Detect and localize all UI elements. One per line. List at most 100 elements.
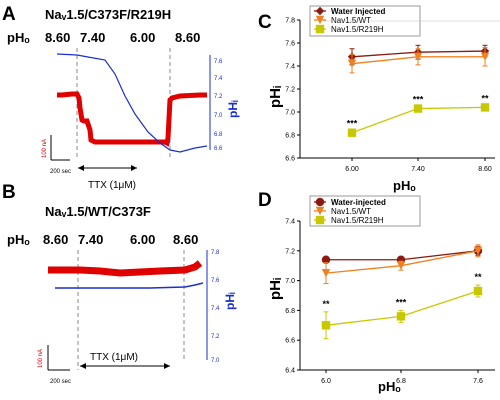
panel-d-significance-label: ** — [474, 272, 482, 282]
panel-c-data-point — [413, 104, 423, 113]
panel-c-y-tick-label: 6.6 — [285, 156, 295, 163]
panel-d-y-tick-label: 6.8 — [285, 308, 295, 315]
panel-a-right-tick-2: 7.4 — [214, 76, 223, 82]
panel-d-ylabel: pHᵢ — [267, 278, 284, 300]
panel-b-red-trace — [48, 260, 203, 277]
panel-d-legend-label: Nav1.5/WT — [331, 207, 371, 216]
panel-d-x-tick-label: 6.8 — [396, 378, 406, 385]
panel-c-data-point — [347, 128, 357, 137]
panel-d-legend-marker — [315, 215, 325, 225]
panel-a-right-tick-3: 7.2 — [214, 94, 223, 100]
panel-a-blue-trace — [56, 53, 208, 153]
panel-a-ttx-label: TTX (1μM) — [88, 180, 136, 191]
panel-c-significance-label: *** — [413, 94, 424, 104]
panel-a-ph-step-1: 8.60 — [45, 30, 70, 45]
panel-d-y-tick-label: 6.4 — [285, 368, 295, 375]
panel-a-ph-step-2: 7.40 — [80, 30, 105, 45]
panel-b-ph-step-2: 7.40 — [78, 232, 103, 247]
panel-a: A Naᵥ1.5/C373F/R219H pHₒ 8.60 7.40 6.00 … — [2, 4, 240, 191]
panel-c-axes: 6.6 6.8 7.0 7.2 7.4 7.6 7.8 6.00 7.40 8.60 — [285, 18, 495, 173]
panel-b-right-tick-1: 7.8 — [211, 250, 220, 256]
panel-c-legend-label: Water Injected — [331, 7, 385, 16]
panel-a-scalebar-time: 200 sec — [50, 169, 71, 175]
panel-a-ttx-arrowheads — [78, 165, 137, 171]
panel-b-scalebar-amplitude: 100 nA — [38, 349, 44, 368]
panel-c-legend-marker — [315, 15, 325, 25]
panel-d-y-tick-label: 7.0 — [285, 278, 295, 285]
panel-c-data-point — [480, 103, 490, 112]
panel-d-data-point — [396, 261, 406, 270]
panel-c-y-tick-label: 7.6 — [285, 41, 295, 48]
panel-c-legend-marker — [315, 6, 325, 16]
panel-d-data-point — [321, 268, 331, 278]
panel-c-significance-label: *** — [347, 119, 358, 129]
panel-a-ph-step-3: 6.00 — [130, 30, 155, 45]
panel-a-right-tick-5: 6.8 — [214, 132, 223, 138]
panel-c-x-tick-label: 7.40 — [411, 166, 425, 173]
panel-b-ph-step-3: 6.00 — [130, 232, 155, 247]
panel-c-y-tick-label: 7.8 — [285, 18, 295, 25]
panel-a-ph-step-4: 8.60 — [175, 30, 200, 45]
panel-d-y-tick-label: 6.6 — [285, 338, 295, 345]
panel-c-x-tick-label: 6.00 — [345, 166, 359, 173]
panel-c-y-tick-label: 7.4 — [285, 64, 295, 71]
panel-b-ph-step-4: 8.60 — [173, 232, 198, 247]
panel-d-data-point — [321, 321, 331, 330]
panel-d-data-point — [321, 255, 331, 264]
panel-b-blue-trace — [55, 282, 204, 289]
panel-c-data-point — [413, 52, 423, 61]
panel-d-significance-label: ** — [322, 299, 330, 309]
panel-c-y-tick-label: 7.0 — [285, 110, 295, 117]
panel-c-ylabel: pHᵢ — [267, 86, 284, 108]
panel-d-marks: ** ***** — [321, 244, 483, 340]
panel-c-y-tick-label: 7.2 — [285, 87, 295, 94]
panel-d-legend-marker — [315, 206, 325, 216]
panel-b-right-tick-2: 7.6 — [211, 278, 220, 284]
panel-d-significance-label: *** — [396, 297, 407, 307]
panel-b-letter: B — [2, 182, 16, 203]
panel-c-letter: C — [258, 12, 272, 33]
panel-d-letter: D — [258, 190, 272, 211]
panel-d-xlabel: pHₒ — [378, 379, 401, 394]
panel-c-data-point — [480, 52, 490, 61]
panel-b-right-axis-label: pHᵢ — [223, 292, 237, 310]
panel-d-axes: 6.4 6.6 6.8 7.0 7.2 7.4 6.0 6.8 7.6 — [285, 219, 495, 385]
panel-b-ph-step-1: 8.60 — [43, 232, 68, 247]
panel-b-ph-label: pHₒ — [7, 232, 30, 247]
panel-b-right-tick-3: 7.4 — [211, 306, 220, 312]
panel-d-y-tick-label: 7.4 — [285, 219, 295, 226]
panel-a-ph-label: pHₒ — [7, 30, 30, 45]
panel-b-right-tick-4: 7.2 — [211, 334, 220, 340]
panel-b: B Naᵥ1.5/WT/C373F pHₒ 8.60 7.40 6.00 8.6… — [2, 182, 237, 385]
panel-a-right-tick-6: 6.6 — [214, 146, 223, 152]
panel-d-data-point — [396, 312, 406, 321]
panel-c-marks: ****** ** — [347, 44, 490, 137]
panel-a-right-axis-label: pHᵢ — [226, 100, 240, 118]
panel-a-letter: A — [2, 4, 16, 25]
panel-c-data-point — [347, 59, 357, 68]
panel-a-right-tick-4: 7.0 — [214, 113, 223, 119]
panel-c-significance-label: ** — [481, 93, 489, 103]
panel-c-legend-label: Nav1.5/WT — [331, 16, 371, 25]
panel-c-y-tick-label: 6.8 — [285, 133, 295, 140]
panel-a-right-tick-1: 7.6 — [214, 59, 223, 65]
panel-d-y-tick-label: 7.2 — [285, 248, 295, 255]
panel-a-scalebar-amplitude: 100 nA — [42, 139, 48, 158]
panel-b-ttx-label: TTX (1μM) — [90, 352, 138, 363]
panel-d-legend-marker — [315, 197, 325, 207]
panel-d-legend-box — [309, 195, 421, 227]
panel-d-data-point — [473, 246, 483, 255]
panel-c-x-tick-label: 8.60 — [478, 166, 492, 173]
panel-d-x-tick-label: 6.0 — [321, 378, 331, 385]
panel-a-title: Naᵥ1.5/C373F/R219H — [45, 7, 171, 22]
panel-b-right-tick-5: 7.0 — [211, 358, 220, 364]
panel-c-legend-marker — [315, 24, 325, 34]
panel-a-red-trace — [57, 91, 207, 147]
panel-b-scalebar-time: 200 sec — [50, 379, 71, 385]
